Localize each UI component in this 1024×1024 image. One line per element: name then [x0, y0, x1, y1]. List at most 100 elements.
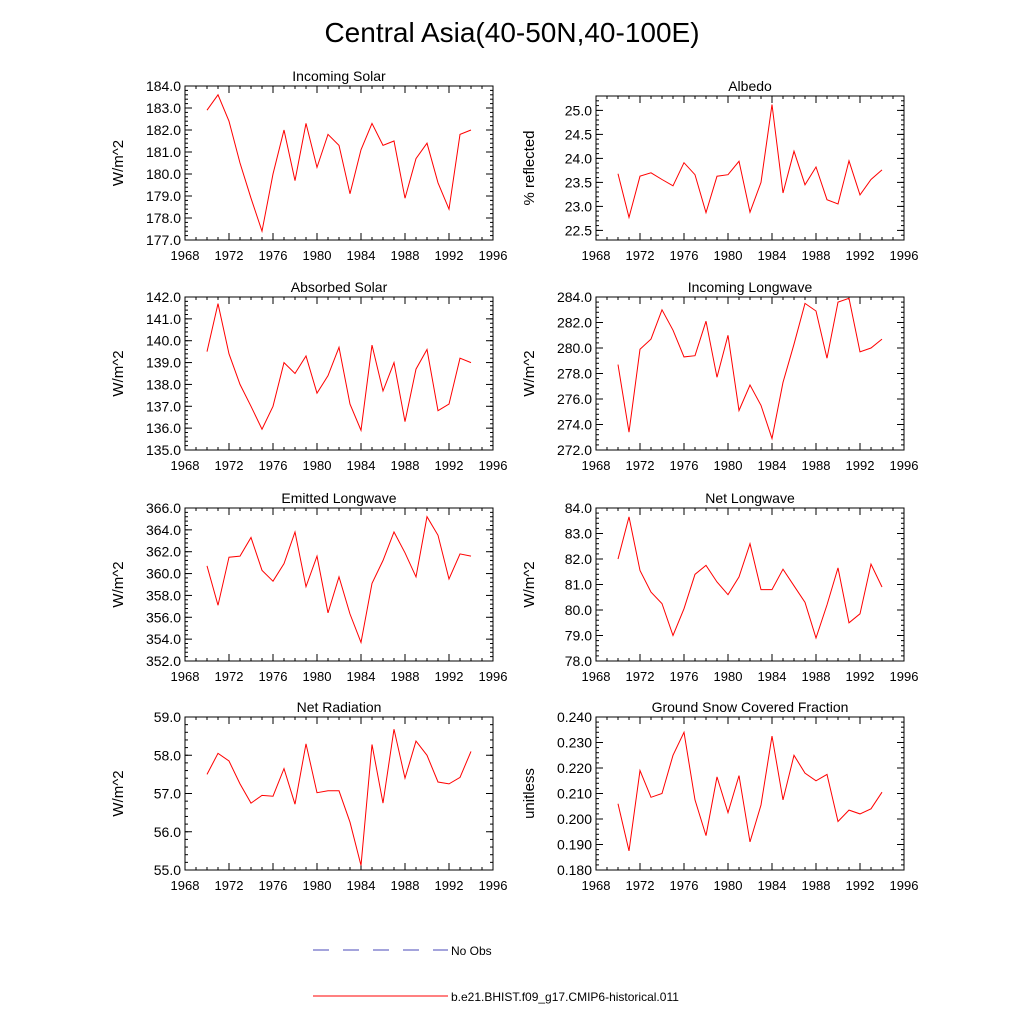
panel-title: Incoming Longwave [688, 279, 813, 295]
y-tick-label: 58.0 [154, 747, 181, 763]
x-tick-label: 1988 [802, 878, 831, 893]
series-line-model [617, 104, 883, 220]
y-tick-label: 80.0 [565, 602, 592, 618]
x-tick-label: 1992 [846, 458, 875, 473]
series-line-model [206, 515, 472, 645]
x-tick-label: 1984 [347, 248, 376, 263]
x-tick-label: 1988 [802, 669, 831, 684]
x-tick-label: 1972 [626, 669, 655, 684]
x-tick-label: 1992 [846, 878, 875, 893]
x-tick-label: 1992 [435, 458, 464, 473]
panel-title: Ground Snow Covered Fraction [652, 699, 849, 715]
x-tick-label: 1976 [259, 669, 288, 684]
chart-panel: Emitted Longwave W/m^2 1968 1972 1976 1980 198… [110, 490, 507, 684]
x-tick-label: 1968 [582, 878, 611, 893]
y-tick-label: 56.0 [154, 824, 181, 840]
y-tick-label: 272.0 [557, 442, 592, 458]
x-tick-label: 1968 [171, 669, 200, 684]
y-tick-label: 182.0 [146, 122, 181, 138]
y-tick-label: 83.0 [565, 526, 592, 542]
plot-frame [184, 85, 494, 241]
series-line-model [206, 93, 472, 234]
series-line-model [206, 303, 472, 433]
y-axis-label: unitless [521, 768, 538, 819]
chart-panel: Net Radiation W/m^2 1968 1972 1976 1980 1984 19… [110, 699, 507, 893]
x-tick-label: 1988 [391, 669, 420, 684]
panel-title: Absorbed Solar [291, 279, 388, 295]
y-axis-label: W/m^2 [110, 561, 127, 607]
y-tick-label: 278.0 [557, 366, 592, 382]
y-axis-label: W/m^2 [110, 350, 127, 396]
series-line-model [206, 729, 472, 866]
panel-title: Albedo [728, 78, 772, 94]
y-tick-label: 81.0 [565, 577, 592, 593]
y-tick-label: 135.0 [146, 442, 181, 458]
legend-obs-label: No Obs [451, 944, 492, 958]
x-tick-label: 1972 [626, 458, 655, 473]
plot-frame [595, 507, 905, 662]
x-tick-label: 1972 [215, 248, 244, 263]
y-tick-label: 360.0 [146, 566, 181, 582]
panels-container: Incoming Solar W/m^2 1968 1972 1976 1980 1984 1… [110, 68, 918, 893]
x-tick-label: 1996 [479, 248, 508, 263]
x-tick-label: 1972 [626, 248, 655, 263]
x-tick-label: 1980 [303, 248, 332, 263]
x-tick-label: 1988 [802, 248, 831, 263]
y-tick-label: 0.230 [557, 735, 592, 751]
y-tick-label: 179.0 [146, 188, 181, 204]
x-tick-label: 1984 [758, 669, 787, 684]
series-line-model [617, 730, 883, 852]
y-tick-label: 177.0 [146, 232, 181, 248]
x-tick-label: 1976 [670, 669, 699, 684]
y-tick-label: 276.0 [557, 391, 592, 407]
x-tick-label: 1980 [714, 669, 743, 684]
y-tick-label: 136.0 [146, 420, 181, 436]
y-tick-label: 282.0 [557, 315, 592, 331]
y-tick-label: 181.0 [146, 144, 181, 160]
x-tick-label: 1996 [479, 878, 508, 893]
y-tick-label: 358.0 [146, 587, 181, 603]
x-tick-label: 1996 [479, 458, 508, 473]
x-tick-label: 1972 [215, 669, 244, 684]
y-tick-label: 356.0 [146, 609, 181, 625]
x-tick-label: 1996 [890, 669, 919, 684]
y-tick-label: 140.0 [146, 333, 181, 349]
y-tick-label: 82.0 [565, 551, 592, 567]
chart-panel: Net Longwave W/m^2 1968 1972 1976 1980 1984 198… [521, 490, 918, 684]
y-tick-label: 137.0 [146, 398, 181, 414]
x-tick-label: 1984 [347, 458, 376, 473]
plot-frame [184, 296, 494, 451]
chart-panel: Incoming Longwave W/m^2 1968 1972 1976 1980 19… [521, 279, 918, 473]
panel-title: Emitted Longwave [281, 490, 396, 506]
x-tick-label: 1968 [171, 458, 200, 473]
y-tick-label: 57.0 [154, 786, 181, 802]
legend-model-label: b.e21.BHIST.f09_g17.CMIP6-historical.011 [451, 990, 679, 1004]
x-tick-label: 1996 [479, 669, 508, 684]
x-tick-label: 1976 [670, 878, 699, 893]
figure-title: Central Asia(40-50N,40-100E) [324, 17, 699, 48]
y-tick-label: 0.190 [557, 837, 592, 853]
series-line-model [617, 297, 883, 441]
x-tick-label: 1992 [435, 878, 464, 893]
y-tick-label: 139.0 [146, 355, 181, 371]
y-tick-label: 0.200 [557, 811, 592, 827]
y-tick-label: 23.5 [565, 174, 592, 190]
y-axis-label: % reflected [521, 130, 538, 205]
plot-frame [184, 507, 494, 662]
x-tick-label: 1992 [435, 248, 464, 263]
x-tick-label: 1996 [890, 458, 919, 473]
y-axis-label: W/m^2 [110, 140, 127, 186]
x-tick-label: 1984 [347, 878, 376, 893]
x-tick-label: 1976 [259, 248, 288, 263]
y-tick-label: 23.0 [565, 198, 592, 214]
y-tick-label: 178.0 [146, 210, 181, 226]
y-tick-label: 366.0 [146, 500, 181, 516]
chart-panel: Incoming Solar W/m^2 1968 1972 1976 1980 1984 1… [110, 68, 507, 263]
x-tick-label: 1976 [670, 458, 699, 473]
y-tick-label: 25.0 [565, 102, 592, 118]
x-tick-label: 1988 [391, 248, 420, 263]
chart-panel: Absorbed Solar W/m^2 1968 1972 1976 1980 1984 1… [110, 279, 507, 473]
x-tick-label: 1976 [259, 458, 288, 473]
y-tick-label: 0.240 [557, 709, 592, 725]
